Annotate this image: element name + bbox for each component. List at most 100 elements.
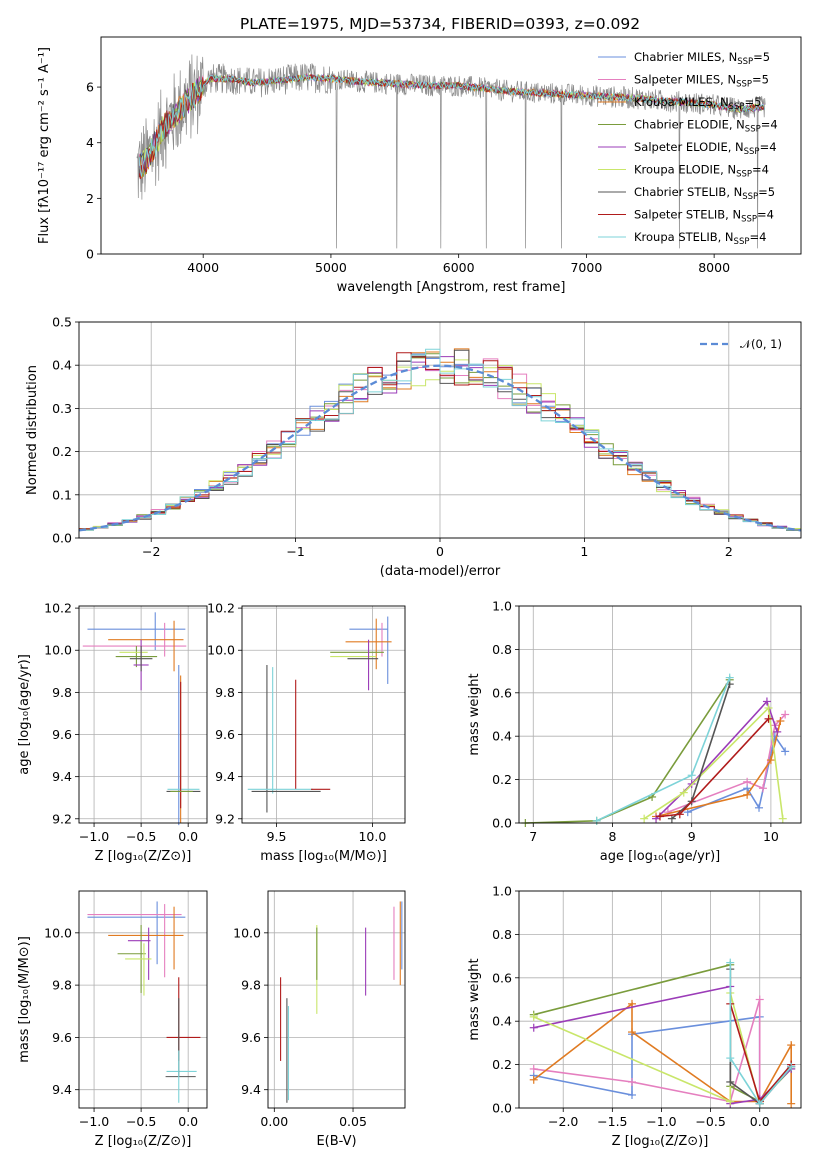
x-tick-label: −1.0 xyxy=(79,1114,109,1129)
mass-weight-line xyxy=(729,1003,792,1104)
y-tick-label: 10.0 xyxy=(44,925,72,940)
x-tick-label: −0.5 xyxy=(695,1114,725,1129)
y-tick-label: 0.0 xyxy=(492,816,512,831)
y-tick-label: 10.2 xyxy=(207,601,235,616)
legend-entry: Kroupa ELODIE, NSSP=4 xyxy=(634,163,769,180)
y-tick-label: 0.6 xyxy=(492,970,512,985)
mass-weight-line xyxy=(655,720,782,818)
y-tick-label: 9.6 xyxy=(52,1030,72,1045)
x-tick-label: −0.5 xyxy=(126,1114,156,1129)
x-tick-label: 10.0 xyxy=(358,829,386,844)
x-tick-label: −2.0 xyxy=(548,1114,578,1129)
y-tick-label: 0.2 xyxy=(492,1057,512,1072)
mass-weight-vs-metallicity-panel: −2.0 −1.5 −1.0 −0.5 0.0 0.0 0.2 0.4 0.6 0.8 1.0 Z [… xyxy=(467,884,802,1149)
x-tick-label: −2 xyxy=(142,544,160,559)
x-tick-label: 8 xyxy=(608,829,616,844)
y-tick-label: 0.2 xyxy=(492,772,512,787)
mass-vs-metallicity-panel: −1.0 −0.5 0.0 9.4 9.6 9.8 10.0 Z [log₁₀(Z/Z⊙)] m… xyxy=(17,890,208,1149)
x-tick-label: 1 xyxy=(580,544,588,559)
spectrum-panel: 4000 5000 6000 7000 8000 0 2 4 6 wavelength [Angs… xyxy=(37,36,802,295)
x-tick-label: 7 xyxy=(529,829,537,844)
x-tick-label: 0.0 xyxy=(750,1114,770,1129)
residual-histogram-step xyxy=(79,348,801,531)
y-tick-label: 9.4 xyxy=(215,769,235,784)
mass-weight-line xyxy=(643,706,784,820)
y-tick-label: 9.8 xyxy=(52,685,72,700)
x-axis-label: (data-model)/error xyxy=(380,564,501,579)
observed-spectrum-line xyxy=(136,54,766,249)
model-spectrum-line xyxy=(138,73,766,177)
x-axis-label: age [log₁₀(age/yr)] xyxy=(600,849,721,864)
x-tick-label: 0.0 xyxy=(178,1114,198,1129)
axes-frame xyxy=(78,321,802,539)
mass-weight-line xyxy=(533,999,792,1106)
legend-entry: 𝒩(0, 1) xyxy=(740,337,782,351)
mass-weight-vs-age-panel: 7 8 9 10 0.0 0.2 0.4 0.6 0.8 1.0 age [log₁₀(age/yr… xyxy=(467,599,802,864)
y-tick-label: 10.2 xyxy=(44,601,72,616)
y-tick-label: 9.2 xyxy=(52,811,72,826)
x-tick-label: −1 xyxy=(286,544,304,559)
y-tick-label: 1.0 xyxy=(492,884,512,899)
y-tick-label: 0.4 xyxy=(52,358,72,373)
mass-weight-line xyxy=(533,1015,792,1106)
legend-entry: Salpeter ELODIE, NSSP=4 xyxy=(634,140,777,157)
mass-weight-line xyxy=(655,699,778,820)
x-tick-label: 0 xyxy=(436,544,444,559)
legend-entry: Chabrier ELODIE, NSSP=4 xyxy=(634,118,778,135)
axes-frame xyxy=(267,890,406,1109)
x-tick-label: −1.5 xyxy=(597,1114,627,1129)
y-axis-label: Flux [fλ10⁻¹⁷ erg cm⁻² s⁻¹ A⁻¹] xyxy=(37,47,52,244)
x-axis-label: wavelength [Angstrom, rest frame] xyxy=(337,280,566,295)
y-axis-label: mass weight xyxy=(467,673,482,755)
x-tick-label: 10 xyxy=(763,829,779,844)
axes-frame xyxy=(518,605,802,824)
mass-weight-line xyxy=(596,677,731,822)
y-tick-label: 4 xyxy=(86,135,94,150)
x-tick-label: 6000 xyxy=(443,260,475,275)
x-tick-label: 0.0 xyxy=(178,829,198,844)
x-tick-label: −1.0 xyxy=(646,1114,676,1129)
y-tick-label: 9.4 xyxy=(52,1082,72,1097)
normal-reference-curve xyxy=(78,364,802,532)
y-tick-label: 0.8 xyxy=(492,927,512,942)
x-tick-label: −0.5 xyxy=(126,829,156,844)
y-tick-label: 0.0 xyxy=(492,1101,512,1116)
axes-frame xyxy=(100,36,802,255)
y-tick-label: 6 xyxy=(86,80,94,95)
y-tick-label: 10.0 xyxy=(233,925,261,940)
x-tick-label: 2 xyxy=(725,544,733,559)
legend-entry: Chabrier MILES, NSSP=5 xyxy=(634,50,770,67)
y-axis-label: age [log₁₀(age/yr)] xyxy=(17,654,32,775)
y-tick-label: 0.4 xyxy=(492,1014,512,1029)
legend-entry: Salpeter MILES, NSSP=5 xyxy=(634,73,769,90)
legend-entry: Kroupa MILES, NSSP=5 xyxy=(634,95,761,112)
x-axis-label: Z [log₁₀(Z/Z⊙)] xyxy=(95,1134,192,1149)
x-tick-label: 9 xyxy=(688,829,696,844)
x-tick-label: 0.00 xyxy=(260,1114,288,1129)
y-tick-label: 9.4 xyxy=(241,1082,261,1097)
axes-frame xyxy=(78,605,208,824)
x-axis-label: mass [log₁₀(M/M⊙)] xyxy=(260,849,387,864)
age-vs-mass-panel: 9.5 10.0 9.2 9.4 9.6 9.8 10.0 10.2 mass [log₁₀(M… xyxy=(207,601,406,864)
residual-histogram-panel: −2 −1 0 1 2 0.0 0.1 0.2 0.3 0.4 0.5 (data-model)/er… xyxy=(25,315,802,579)
y-tick-label: 0.5 xyxy=(52,315,72,330)
x-axis-label: Z [log₁₀(Z/Z⊙)] xyxy=(612,1134,709,1149)
y-tick-label: 9.8 xyxy=(241,978,261,993)
y-axis-label: mass [log₁₀(M/M⊙)] xyxy=(17,936,32,1063)
y-axis-label: mass weight xyxy=(467,958,482,1040)
y-tick-label: 0.6 xyxy=(492,685,512,700)
legend-entry: Kroupa STELIB, NSSP=4 xyxy=(634,230,766,247)
legend-entry: Chabrier STELIB, NSSP=5 xyxy=(634,185,775,202)
mass-weight-line xyxy=(729,962,792,1106)
x-tick-label: 5000 xyxy=(315,260,347,275)
y-axis-label: Normed distribution xyxy=(25,365,40,495)
y-tick-label: 0.1 xyxy=(52,487,72,502)
x-axis-label: Z [log₁₀(Z/Z⊙)] xyxy=(95,849,192,864)
figure-title: PLATE=1975, MJD=53734, FIBERID=0393, z=0… xyxy=(240,15,640,33)
y-tick-label: 0.2 xyxy=(52,444,72,459)
x-tick-label: 4000 xyxy=(187,260,219,275)
y-tick-label: 9.6 xyxy=(52,727,72,742)
y-tick-label: 2 xyxy=(86,191,94,206)
axes-frame xyxy=(78,890,208,1109)
